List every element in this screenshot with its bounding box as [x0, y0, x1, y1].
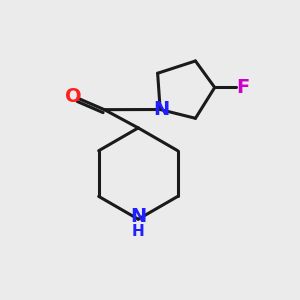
Text: H: H [132, 224, 145, 239]
Text: O: O [65, 88, 82, 106]
Text: F: F [236, 78, 249, 97]
Text: N: N [130, 207, 146, 226]
Text: N: N [154, 100, 170, 119]
